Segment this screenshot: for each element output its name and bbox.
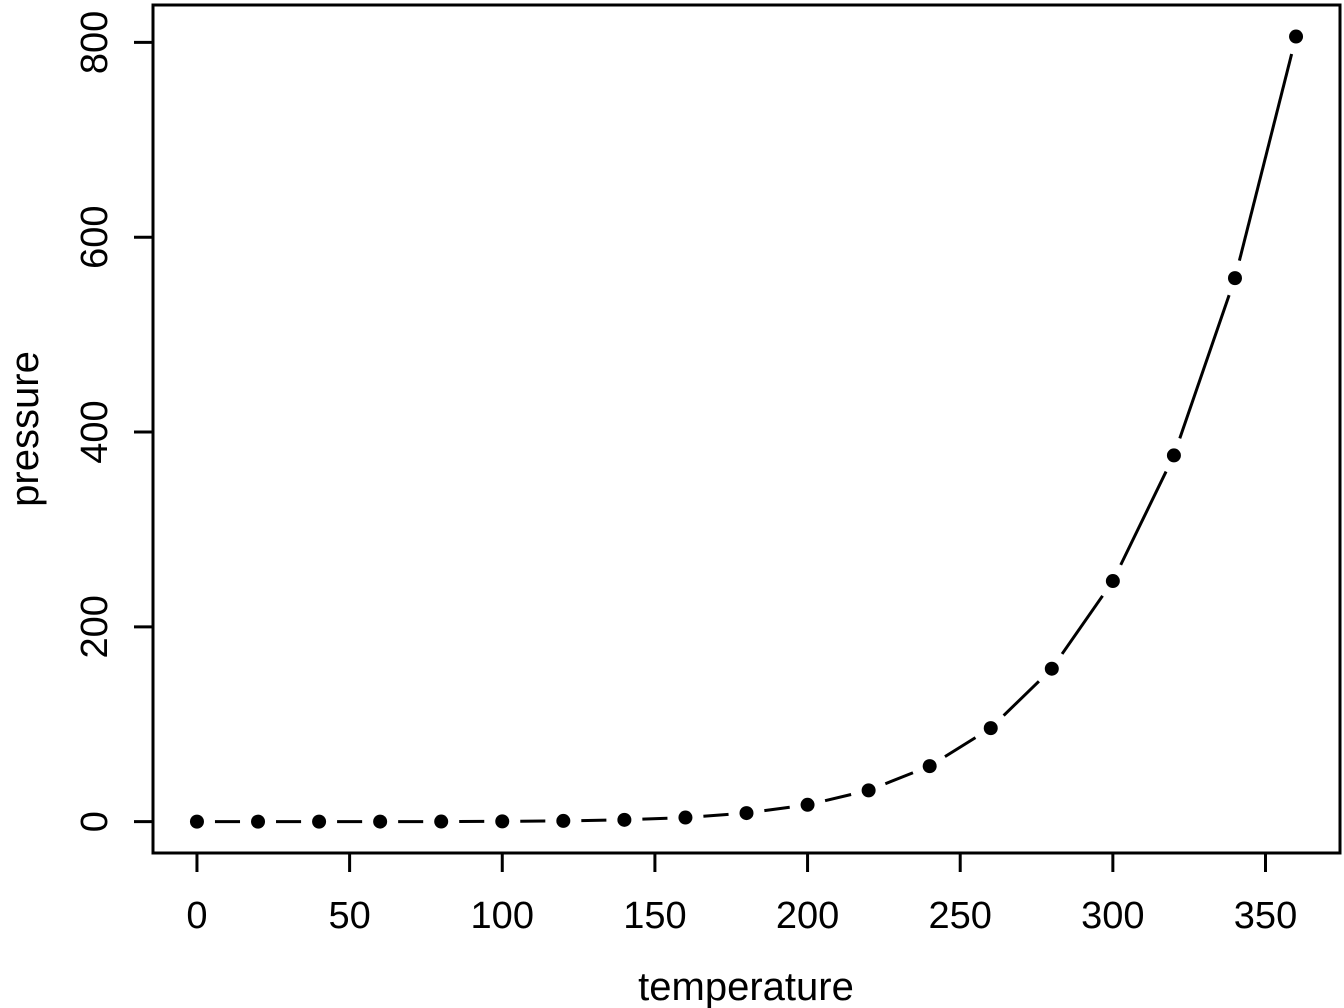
data-point <box>251 814 266 829</box>
data-point <box>617 812 632 827</box>
data-point <box>678 810 693 825</box>
x-axis: 0 50 100 150 200 250 300 350 <box>186 853 1297 937</box>
x-tick-label: 250 <box>929 895 992 937</box>
x-tick-label: 50 <box>328 895 370 937</box>
data-point <box>1166 448 1181 463</box>
data-point <box>1044 661 1059 676</box>
data-point <box>922 759 937 774</box>
x-tick-label: 350 <box>1234 895 1297 937</box>
data-point <box>1289 29 1304 44</box>
data-point <box>373 814 388 829</box>
series-segment <box>884 771 914 786</box>
data-point <box>434 814 449 829</box>
series-segment <box>1002 680 1040 717</box>
y-tick-label: 200 <box>74 595 116 658</box>
series-segment <box>764 805 790 813</box>
x-tick-label: 150 <box>623 895 686 937</box>
series-segment <box>1119 470 1168 566</box>
plot-box <box>151 3 1342 855</box>
y-tick-label: 600 <box>74 206 116 269</box>
x-axis-title: temperature <box>638 965 854 1008</box>
y-tick-label: 400 <box>74 400 116 463</box>
data-point <box>983 721 998 736</box>
data-point <box>861 783 876 798</box>
data-point <box>189 814 204 829</box>
series-segment <box>1237 53 1294 262</box>
data-point <box>312 814 327 829</box>
series-segment <box>1178 294 1231 439</box>
y-axis-title: pressure <box>3 351 47 507</box>
x-tick-label: 200 <box>776 895 839 937</box>
x-tick-label: 300 <box>1081 895 1144 937</box>
data-point <box>739 806 754 821</box>
series-segment <box>642 816 668 821</box>
series-segment <box>944 736 977 758</box>
data-point <box>800 797 815 812</box>
series-segment <box>703 812 729 818</box>
y-axis: 0 200 400 600 800 <box>74 11 153 832</box>
data-point <box>495 814 510 829</box>
data-point <box>556 813 571 828</box>
x-tick-label: 0 <box>186 895 207 937</box>
series-segment <box>1060 594 1104 655</box>
y-tick-label: 800 <box>74 11 116 74</box>
series-segment <box>824 793 852 803</box>
y-tick-label: 0 <box>74 811 116 832</box>
data-point <box>1105 574 1120 589</box>
x-tick-label: 100 <box>471 895 534 937</box>
data-point <box>1227 271 1242 286</box>
data-series <box>189 29 1304 829</box>
